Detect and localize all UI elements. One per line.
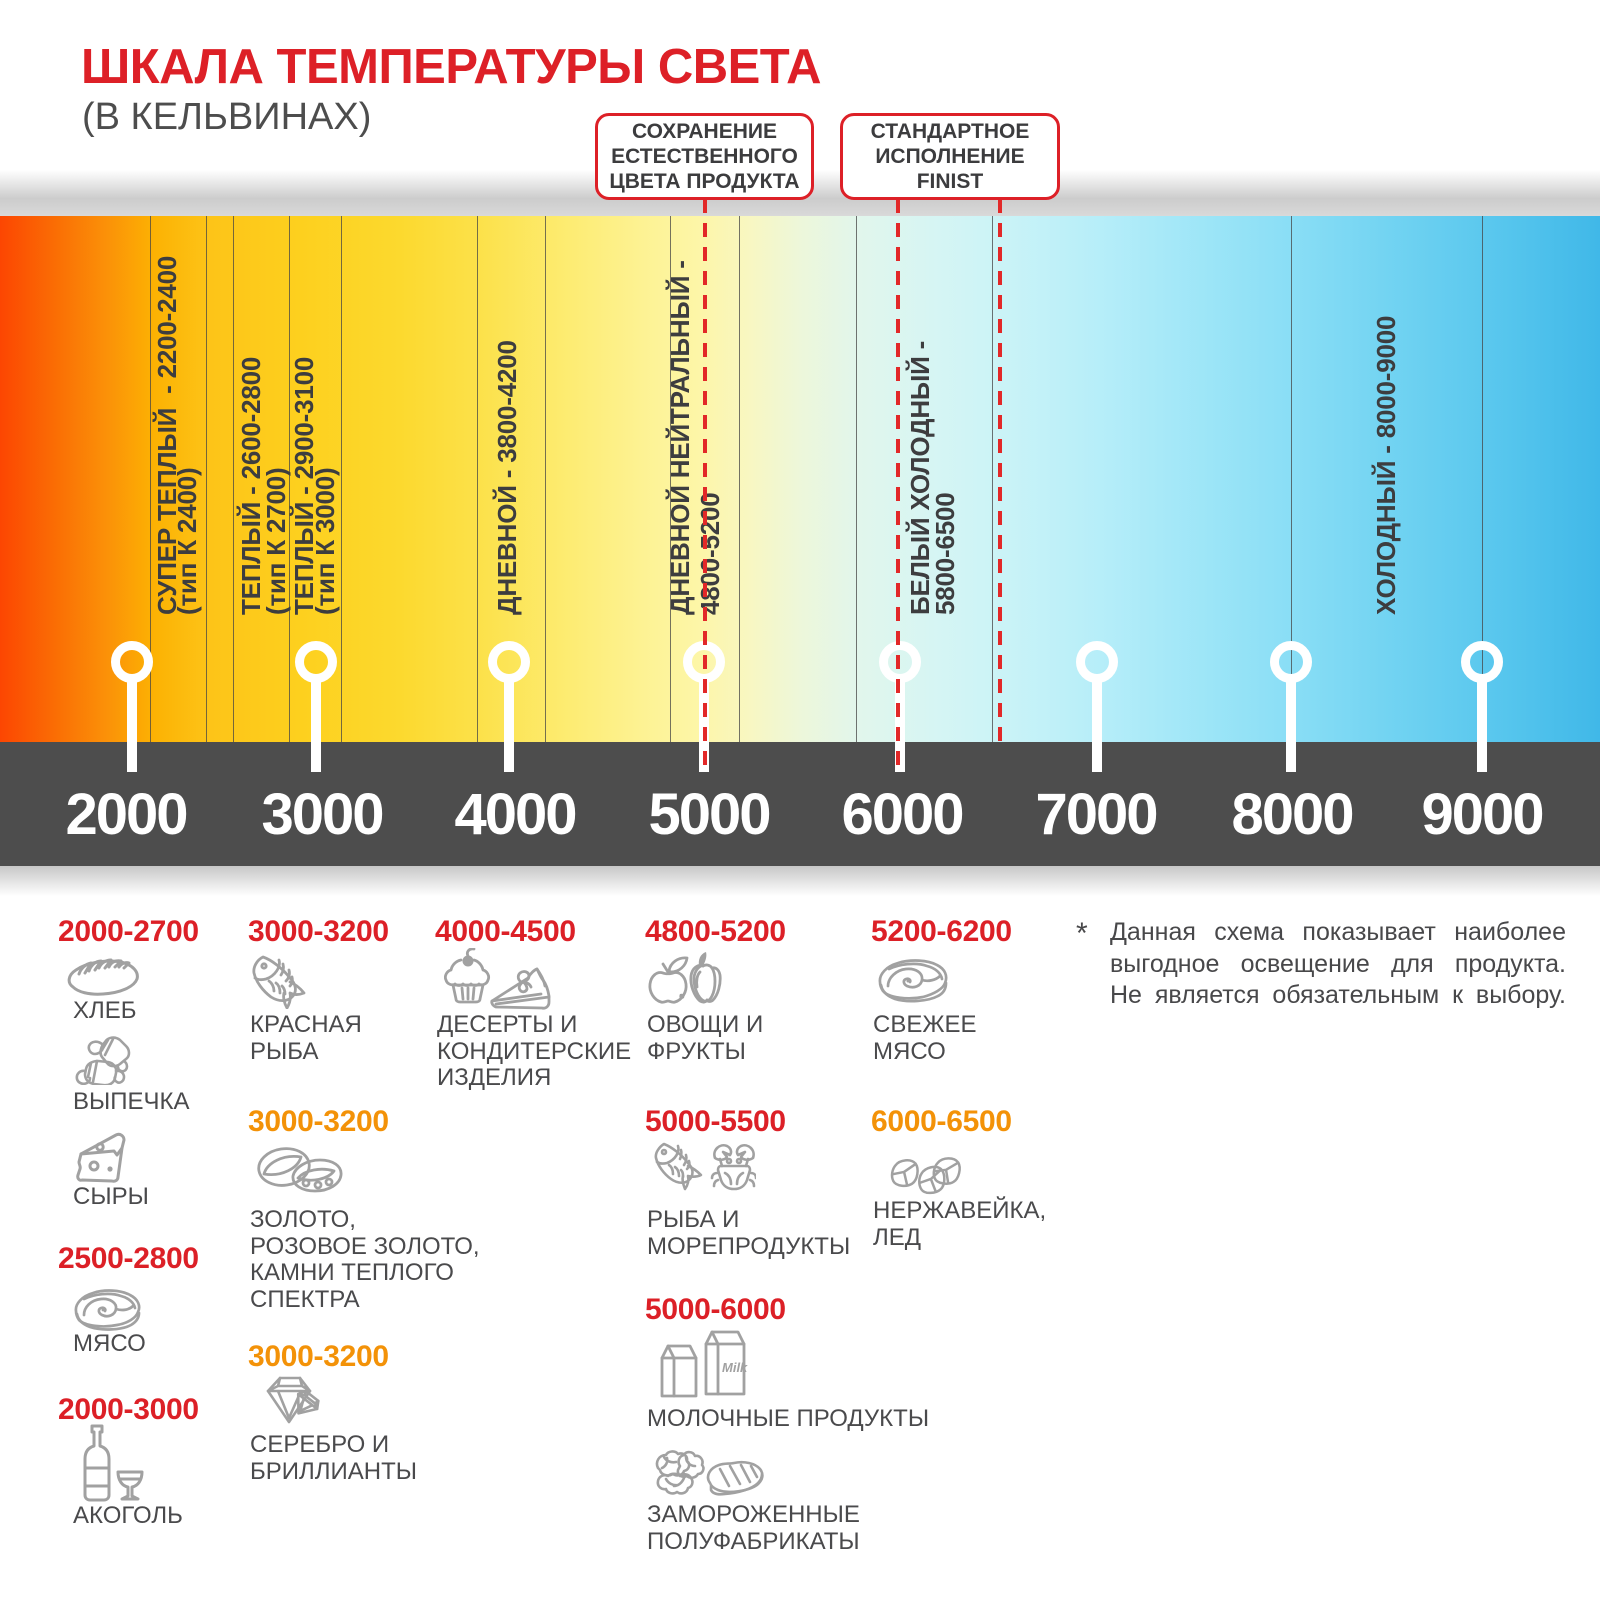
- svg-text:Milk: Milk: [722, 1360, 748, 1375]
